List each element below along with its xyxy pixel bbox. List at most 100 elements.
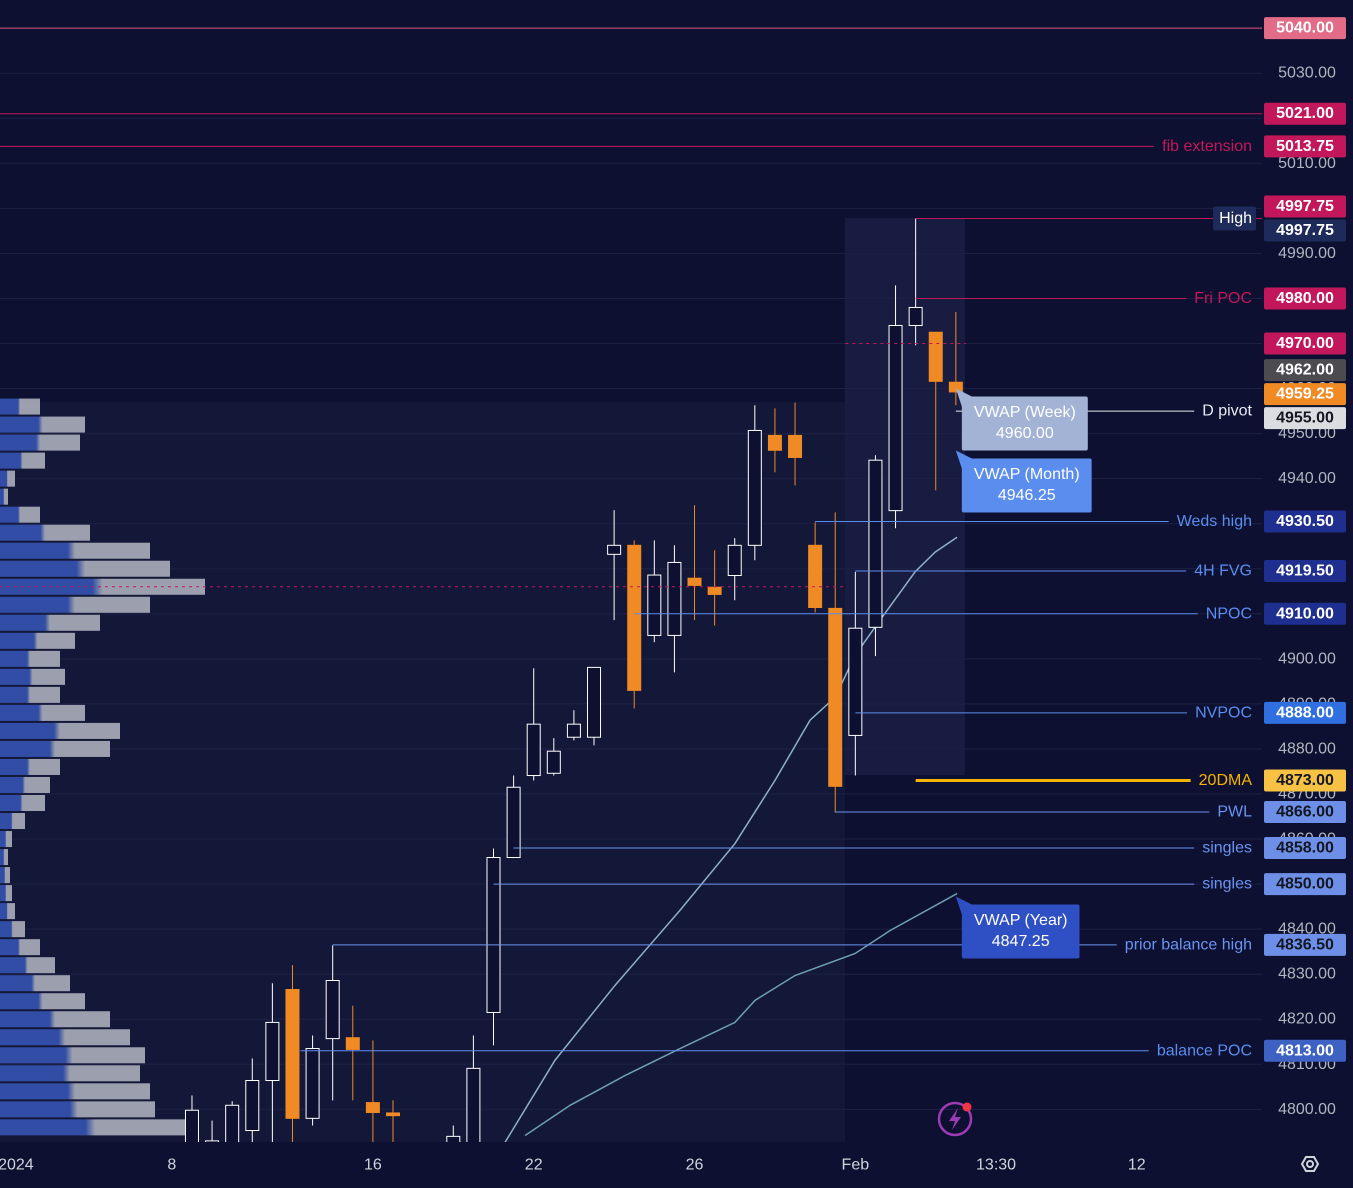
price-tag [1264, 195, 1346, 218]
vwap-box-bg [961, 458, 1092, 513]
profile-bar [0, 776, 50, 793]
vwap-box: VWAP (Year) 4847.25 [955, 896, 1080, 959]
profile-bar [0, 975, 70, 992]
profile-bar [0, 831, 12, 848]
candle-body [707, 586, 722, 595]
profile-bar [0, 632, 75, 649]
profile-bar [0, 939, 40, 956]
candle-body [205, 1140, 220, 1142]
profile-bar [0, 560, 170, 577]
profile-bar [0, 542, 150, 559]
candle-body [285, 989, 300, 1119]
vwap-value: 4847.25 [992, 933, 1050, 950]
candle-body [526, 723, 541, 777]
candle-body [345, 1037, 360, 1050]
x-tick-label: 12 [1128, 1157, 1146, 1174]
level-label: fib extension [1162, 138, 1252, 155]
price-tag [1264, 17, 1346, 40]
price-tag-label: 4866.00 [1276, 804, 1334, 821]
price-tag-label: 5040.00 [1276, 20, 1334, 37]
profile-bar [0, 434, 80, 451]
session-region [845, 218, 965, 775]
candle-body [667, 561, 682, 636]
price-tag-label: 4919.50 [1276, 563, 1334, 580]
profile-bar [0, 578, 205, 595]
price-tag [1264, 837, 1346, 860]
price-tag-label: 4997.75 [1276, 222, 1334, 239]
x-axis: 2024 8 16 22 26 Feb 13:30 12 [0, 1157, 1146, 1174]
price-tag [1264, 102, 1346, 125]
price-tag [1264, 560, 1346, 582]
price-tag [1264, 1039, 1346, 1062]
price-tag [1264, 332, 1346, 355]
candle-body [747, 429, 762, 546]
profile-bar [0, 993, 85, 1010]
profile-bar [0, 1065, 140, 1082]
candle-body [225, 1104, 240, 1142]
candle-body [647, 574, 662, 636]
profile-bar [0, 416, 85, 433]
profile-bar [0, 740, 110, 757]
price-tag-label: 4858.00 [1276, 840, 1334, 857]
level-label: D pivot [1202, 403, 1252, 420]
vwap-value: 4946.25 [998, 487, 1056, 504]
profile-bar [0, 813, 25, 830]
price-tag-label: 4813.00 [1276, 1042, 1334, 1059]
candle-body [466, 1067, 481, 1142]
price-tags: 5040.00 5021.00 5013.75 4997.75 4997.75 4980.… [1264, 17, 1346, 1062]
candle-body [587, 666, 602, 738]
vwap-box-bg [961, 396, 1088, 451]
candle-body [486, 857, 501, 1013]
profile-bar [0, 921, 25, 938]
level-label: Fri POC [1194, 290, 1252, 307]
settings-icon[interactable] [1300, 1156, 1320, 1172]
y-tick-label: 4800.00 [1278, 1101, 1336, 1118]
candle-body [365, 1102, 380, 1113]
profile-bar [0, 704, 85, 721]
profile-bar [0, 1101, 155, 1118]
price-tag-label: 4888.00 [1276, 704, 1334, 721]
level-label: High [1219, 210, 1252, 227]
candle-body [325, 979, 340, 1040]
price-tag-label: 5021.00 [1276, 105, 1334, 122]
x-tick-label: 2024 [0, 1157, 34, 1174]
candle-body [928, 331, 943, 382]
price-tag-label: 4959.25 [1276, 386, 1334, 403]
x-tick-label: 13:30 [976, 1157, 1016, 1174]
profile-region [0, 402, 845, 1142]
profile-bar [0, 398, 40, 415]
y-tick-label: 4830.00 [1278, 966, 1336, 983]
profile-bar [0, 1083, 150, 1100]
level-label: Weds high [1177, 513, 1252, 530]
price-tag [1264, 135, 1346, 158]
level-label: singles [1202, 876, 1252, 893]
price-tag-label: 4873.00 [1276, 772, 1334, 789]
level-label: 4H FVG [1194, 563, 1252, 580]
alert-icon[interactable] [937, 1101, 973, 1137]
profile-bar [0, 722, 120, 739]
profile-bar [0, 1119, 190, 1136]
candle-body [848, 627, 863, 736]
indicator-line [524, 892, 958, 1137]
profile-bar [0, 614, 100, 631]
profile-bar [0, 957, 55, 974]
price-tag-label: 4980.00 [1276, 290, 1334, 307]
profile-bar [0, 794, 45, 812]
level-label: 20DMA [1199, 772, 1253, 789]
profile-bar [0, 1011, 110, 1028]
candle-body [828, 607, 843, 787]
level-label-box [1213, 206, 1256, 231]
candle-body [627, 544, 642, 691]
price-tag [1264, 359, 1346, 382]
profile-bar [0, 524, 90, 541]
profile-bar [0, 903, 15, 920]
price-tag [1264, 287, 1346, 310]
candle-body [305, 1048, 320, 1119]
candle-body [727, 544, 742, 577]
price-tag [1264, 407, 1346, 430]
candle-body [808, 544, 823, 608]
candle-body [888, 324, 903, 512]
profile-bar [0, 470, 15, 487]
candle-body [385, 1112, 400, 1117]
candle-body [868, 459, 883, 628]
